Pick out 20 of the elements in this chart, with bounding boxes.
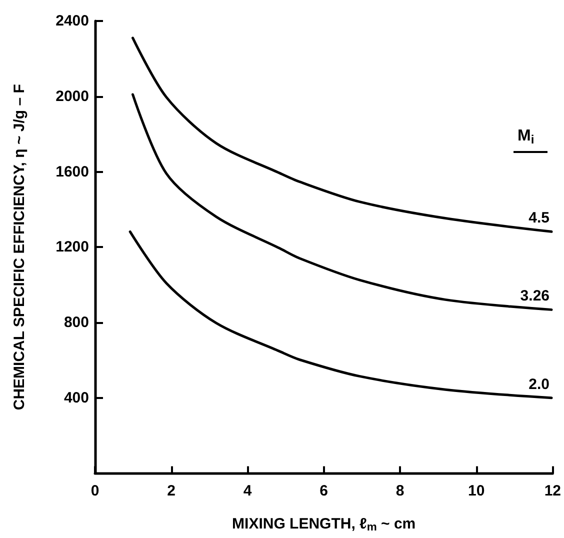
x-tick-label: 10	[468, 482, 485, 500]
x-tick-label: 2	[167, 482, 176, 500]
x-tick-label: 4	[243, 482, 252, 500]
y-tick-label: 2400	[56, 12, 89, 30]
x-tick-label: 12	[544, 482, 561, 500]
x-tick-label: 6	[320, 482, 328, 500]
y-tick-label: 1600	[56, 163, 89, 180]
y-tick-label: 800	[64, 314, 89, 331]
y-axis-title: CHEMICAL SPECIFIC EFFICIENCY, η ~ J/g – F	[11, 84, 28, 410]
series-label: 4.5	[528, 210, 550, 227]
y-tick-label: 400	[64, 389, 89, 406]
y-tick-label: 1200	[56, 238, 89, 256]
line-series	[128, 230, 553, 400]
y-tick-label: 2000	[56, 88, 89, 105]
x-tick-label: 8	[396, 482, 404, 500]
series-label: 2.0	[528, 376, 550, 393]
x-tick-label: 0	[90, 482, 100, 500]
line-series	[132, 36, 553, 233]
line-series	[132, 93, 553, 311]
series-label: 3.26	[520, 288, 550, 305]
